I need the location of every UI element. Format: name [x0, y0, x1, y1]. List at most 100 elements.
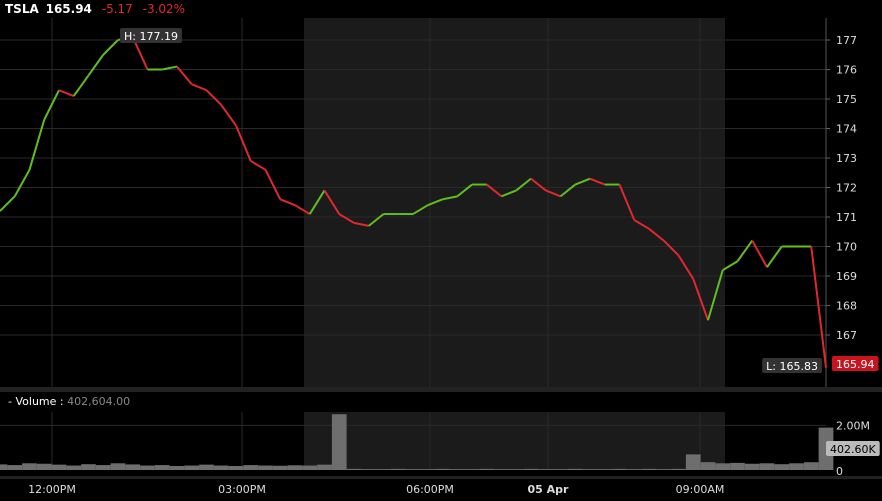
x-tick-label: 05 Apr — [528, 483, 570, 496]
price-segment — [442, 195, 458, 201]
price-segment — [102, 39, 119, 56]
volume-collapse-toggle[interactable]: - — [8, 395, 12, 408]
price-segment — [515, 177, 532, 192]
volume-bar — [95, 465, 111, 470]
price-segment — [58, 89, 75, 97]
y-tick-label: 173 — [836, 152, 857, 165]
x-tick-label: 03:00PM — [218, 483, 266, 496]
price-segment — [648, 228, 665, 242]
price-segment — [162, 65, 178, 71]
volume-bar — [125, 464, 141, 470]
price-segment — [250, 160, 267, 171]
volume-bar — [538, 469, 554, 470]
volume-sep: : — [59, 395, 64, 408]
last-price-badge-bg — [832, 356, 879, 371]
low-label: L: 165.83 — [762, 358, 822, 373]
quote-header: TSLA 165.94 -5.17 -3.02% — [5, 2, 185, 16]
price-segment — [308, 189, 326, 215]
volume-extended-hours-shade — [304, 412, 725, 470]
x-tick-label: 09:00AM — [676, 483, 725, 496]
price-segment — [191, 83, 207, 92]
price-segment — [736, 240, 754, 262]
volume-bar — [51, 464, 67, 470]
volume-bar — [494, 469, 509, 470]
volume-bar — [405, 469, 421, 470]
volume-bar — [22, 463, 37, 470]
volume-bar — [317, 464, 332, 470]
volume-bar — [567, 468, 583, 470]
volume-tick-label: 2.00M — [836, 419, 870, 432]
y-tick-label: 174 — [836, 123, 857, 136]
volume-bar — [81, 464, 96, 470]
price-segment — [338, 213, 355, 224]
price-segment — [618, 184, 636, 221]
price-segment — [707, 269, 724, 321]
price-segment — [205, 89, 222, 106]
volume-bar — [774, 464, 790, 470]
price-segment — [486, 183, 503, 198]
price-segment — [530, 177, 547, 192]
volume-last-badge-text: 402.60K — [830, 443, 876, 456]
x-tick-label: 12:00PM — [28, 483, 76, 496]
price-segment — [220, 104, 237, 127]
volume-bar — [258, 465, 273, 470]
price-segment — [427, 198, 443, 207]
volume-bar — [346, 468, 362, 470]
y-tick-label: 168 — [836, 300, 857, 313]
volume-bar — [744, 463, 760, 470]
last-price: 165.94 — [45, 2, 92, 16]
price-segment — [235, 125, 252, 162]
volume-bar — [553, 469, 568, 470]
price-segment — [766, 245, 783, 268]
volume-bar — [789, 463, 804, 470]
price-segment — [294, 204, 311, 215]
y-tick-label: 171 — [836, 211, 857, 224]
volume-bar — [759, 463, 775, 470]
price-segment — [810, 246, 827, 368]
volume-bar — [0, 464, 8, 470]
last-price-badge-text: 165.94 — [836, 358, 875, 371]
volume-bar — [464, 469, 480, 470]
volume-bar — [228, 465, 244, 470]
volume-label: Volume — [15, 395, 57, 408]
price-segment — [176, 65, 193, 85]
price-segment — [279, 198, 296, 207]
price-segment — [677, 254, 695, 280]
price-segment — [722, 260, 739, 271]
volume-bar — [715, 463, 731, 470]
volume-bar — [287, 465, 303, 470]
volume-bar — [213, 465, 229, 470]
volume-bar — [449, 469, 465, 470]
price-segment — [264, 169, 282, 200]
volume-bar — [390, 468, 406, 470]
volume-bar — [612, 468, 627, 470]
price-segment — [633, 219, 650, 230]
volume-header: - Volume : 402,604.00 — [8, 395, 130, 408]
volume-bar — [154, 465, 170, 470]
price-segment — [501, 189, 517, 198]
x-tick-label: 06:00PM — [406, 483, 454, 496]
volume-last-badge-bg — [826, 441, 880, 456]
y-tick-label: 172 — [836, 182, 857, 195]
y-tick-label: 176 — [836, 64, 857, 77]
price-segment — [412, 204, 429, 215]
price-segment — [589, 177, 606, 186]
y-tick-label: 175 — [836, 93, 857, 106]
price-segment — [13, 169, 31, 197]
y-tick-label: 177 — [836, 34, 857, 47]
volume-bar — [803, 462, 819, 470]
volume-bar — [626, 469, 642, 470]
extended-hours-shade — [304, 18, 725, 387]
volume-bar — [243, 465, 259, 470]
volume-bar — [523, 468, 539, 470]
volume-bar — [420, 469, 436, 470]
y-tick-label: 167 — [836, 329, 857, 342]
volume-bar — [685, 454, 701, 470]
price-segment — [368, 213, 385, 227]
price-segment — [574, 177, 591, 186]
y-tick-label: 169 — [836, 270, 857, 283]
volume-bar — [7, 465, 23, 470]
y-tick-label: 170 — [836, 241, 857, 254]
volume-bar — [331, 414, 347, 470]
